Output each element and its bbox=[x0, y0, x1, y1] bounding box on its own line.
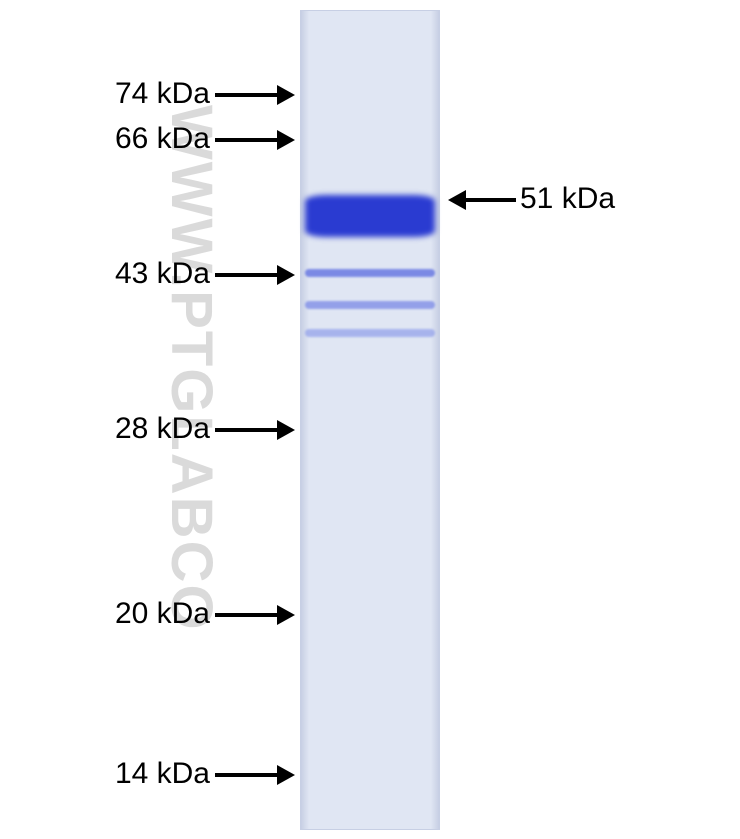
gel-band-3 bbox=[305, 329, 435, 337]
ladder-arrow-shaft-3 bbox=[215, 428, 277, 432]
ladder-arrow-shaft-1 bbox=[215, 138, 277, 142]
ladder-label-4: 20 kDa bbox=[115, 597, 210, 631]
ladder-arrow-shaft-4 bbox=[215, 613, 277, 617]
target-arrow-head bbox=[448, 190, 466, 210]
watermark-text: WWW.PTGLABCO bbox=[158, 105, 225, 632]
ladder-arrow-head-3 bbox=[277, 420, 295, 440]
ladder-label-5: 14 kDa bbox=[115, 757, 210, 791]
target-arrow-shaft bbox=[466, 198, 516, 202]
ladder-arrow-shaft-2 bbox=[215, 273, 277, 277]
gel-band-2 bbox=[305, 301, 435, 309]
ladder-label-1: 66 kDa bbox=[115, 122, 210, 156]
gel-lane bbox=[300, 10, 440, 830]
gel-canvas: WWW.PTGLABCO 74 kDa 66 kDa 43 kDa 28 kDa 20 … bbox=[0, 0, 740, 839]
ladder-arrow-shaft-5 bbox=[215, 773, 277, 777]
gel-band-1 bbox=[305, 269, 435, 277]
target-label: 51 kDa bbox=[520, 182, 615, 216]
gel-band-0 bbox=[305, 195, 435, 237]
ladder-arrow-head-0 bbox=[277, 85, 295, 105]
ladder-arrow-head-4 bbox=[277, 605, 295, 625]
ladder-label-0: 74 kDa bbox=[115, 77, 210, 111]
ladder-arrow-shaft-0 bbox=[215, 93, 277, 97]
ladder-arrow-head-2 bbox=[277, 265, 295, 285]
ladder-label-3: 28 kDa bbox=[115, 412, 210, 446]
ladder-arrow-head-1 bbox=[277, 130, 295, 150]
ladder-arrow-head-5 bbox=[277, 765, 295, 785]
ladder-label-2: 43 kDa bbox=[115, 257, 210, 291]
